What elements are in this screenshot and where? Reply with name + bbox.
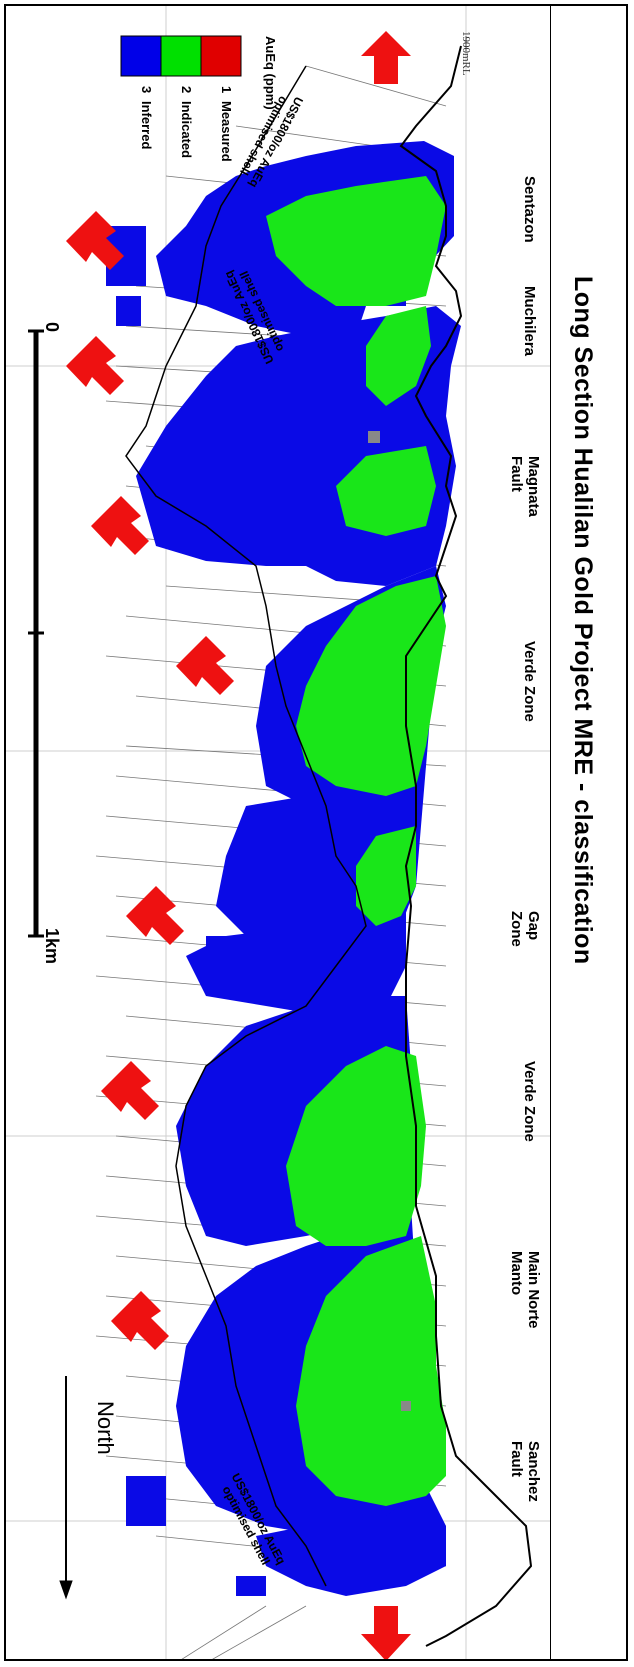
- arrow-2: [66, 336, 124, 395]
- topography-line: [399, 45, 533, 1647]
- legend-swatch-measured: [200, 35, 242, 77]
- arrow-7: [111, 1291, 169, 1350]
- zone-label-verde-zone-2: Verde Zone: [521, 1061, 538, 1142]
- legend-code-indicated: 2: [179, 86, 194, 94]
- north-arrow: [59, 1376, 73, 1600]
- arrow-5: [126, 886, 184, 945]
- zone-label-gap-zone: Gap Zone: [508, 911, 542, 947]
- arrow-1: [66, 211, 124, 270]
- zone-label-muchilera: Muchilera: [521, 286, 538, 357]
- arrow-top: [361, 31, 411, 84]
- optimised-shell-outline: [125, 65, 367, 1587]
- long-section-figure: Long Section Hualilan Gold Project MRE -…: [4, 4, 628, 1661]
- scale-label-start: 0: [42, 322, 62, 333]
- zone-label-verde-zone-1: Verde Zone: [521, 641, 538, 722]
- north-label: North: [93, 1401, 118, 1455]
- arrow-3: [91, 496, 149, 555]
- figure-title: Long Section Hualilan Gold Project MRE -…: [569, 276, 597, 965]
- legend-label-indicated: Indicated: [179, 101, 194, 159]
- indicated-blocks: [266, 176, 446, 1506]
- zone-label-sentazon: Sentazon: [521, 176, 538, 243]
- legend-code-inferred: 3: [139, 86, 154, 94]
- legend-swatches: [120, 35, 242, 77]
- zone-label-magnata-fault: Magnata Fault: [508, 456, 542, 517]
- grey-blocks: [368, 431, 411, 1411]
- legend-code-measured: 1: [219, 86, 234, 94]
- legend-label-inferred: Inferred: [139, 101, 154, 150]
- zone-label-sanchez-fault: Sanchez Fault: [508, 1441, 542, 1502]
- arrow-bottom: [361, 1606, 411, 1659]
- arrow-4: [176, 636, 234, 695]
- scale-bar: [28, 329, 44, 938]
- red-arrows: [66, 31, 411, 1659]
- legend-label-measured: Measured: [219, 101, 234, 162]
- frame-divider: [550, 6, 551, 1659]
- legend-swatch-indicated: [160, 35, 202, 77]
- scale-label-end: 1km: [42, 928, 62, 965]
- zone-label-main-norte-manto: Main Norte Manto: [508, 1251, 542, 1329]
- section-graphic: [6, 6, 550, 1659]
- legend-swatch-inferred: [120, 35, 162, 77]
- arrow-6: [101, 1061, 159, 1120]
- elevation-label: 1900mRL: [460, 31, 472, 76]
